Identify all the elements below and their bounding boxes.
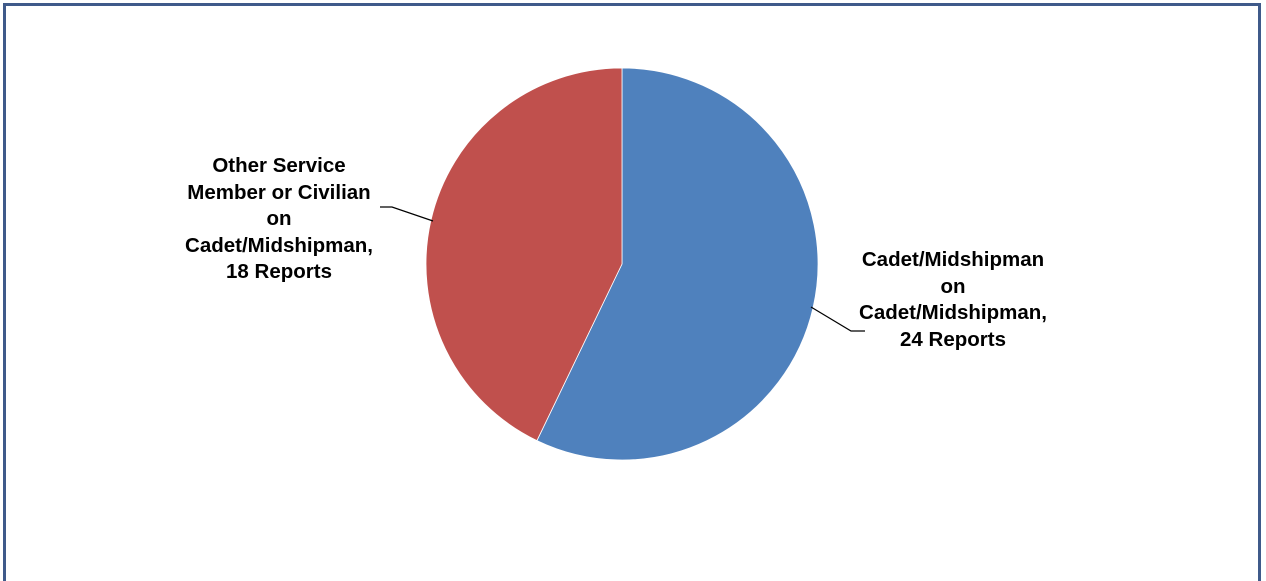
data-label-line: 18 Reports bbox=[226, 260, 332, 283]
data-label-line: on bbox=[266, 207, 292, 230]
pie-slices bbox=[425, 67, 819, 461]
data-label-other-service-member: Other Service Member or Civilian on Cade… bbox=[149, 153, 409, 286]
data-label-line: Cadet/Midshipman, bbox=[859, 301, 1047, 324]
leader-line-cadet bbox=[810, 306, 865, 332]
leader-line-other bbox=[380, 206, 434, 222]
data-label-line: Other Service bbox=[212, 154, 346, 177]
data-label-line: on bbox=[940, 274, 966, 298]
data-label-cadet-midshipman: Cadet/Midshipman on Cadet/Midshipman, 24… bbox=[823, 247, 1083, 353]
data-label-line: 24 Reports bbox=[900, 327, 1006, 351]
data-label-line: Member or Civilian bbox=[187, 180, 371, 204]
data-label-line: Cadet/Midshipman, bbox=[185, 233, 373, 257]
data-label-line: Cadet/Midshipman bbox=[861, 248, 1045, 271]
